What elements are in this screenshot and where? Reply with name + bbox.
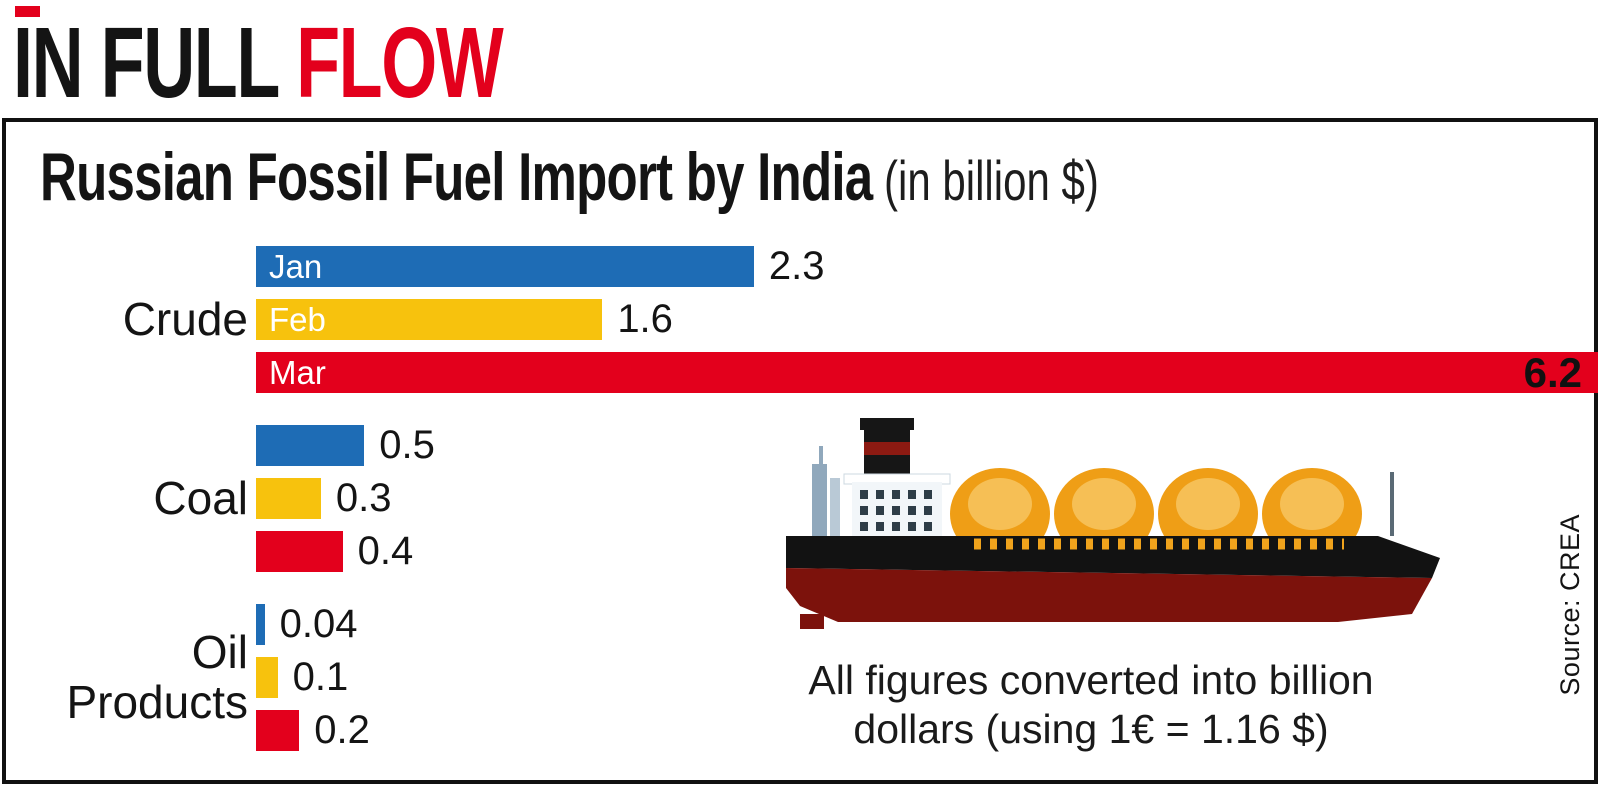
bar-value: 0.2 (314, 708, 370, 752)
category-label: Coal (153, 471, 248, 524)
bar-group-crude: Crude Jan 2.3 Feb 1.6 Mar 6.2 (42, 244, 1598, 396)
headline-black: IN FULL (13, 7, 297, 119)
kicker-accent-mark (15, 6, 40, 17)
bar-group-oil-products: Oil Products 0.04 0.1 0.2 (42, 602, 1598, 752)
bar-jan: Jan (256, 246, 754, 287)
bar-feb (256, 478, 321, 519)
bar-value: 6.2 (1523, 348, 1582, 396)
bar-value: 0.5 (379, 423, 435, 467)
headline-red: FLOW (296, 7, 504, 119)
bar-value: 0.1 (292, 655, 349, 699)
bar-row: 0.2 (256, 708, 1598, 752)
headline: IN FULL FLOW (13, 13, 504, 113)
bar-row: Mar 6.2 (256, 349, 1598, 396)
category-label: Oil Products (66, 625, 248, 728)
bar-jan (256, 604, 265, 645)
bar-value: 0.3 (335, 476, 392, 520)
bar-row: 0.3 (256, 476, 1598, 520)
bar-rows: 0.5 0.3 0.4 (256, 423, 1598, 573)
note-line-1: All figures converted into billion (808, 657, 1374, 703)
bar-feb (256, 657, 278, 698)
bar-value: 0.4 (357, 529, 414, 573)
bar-row: 0.04 (256, 602, 1598, 646)
note-line-2: dollars (using 1€ = 1.16 $) (853, 706, 1329, 753)
bar-row: Feb 1.6 (256, 297, 1598, 341)
chart-title: Russian Fossil Fuel Import by India (40, 139, 873, 215)
bar-row: 0.4 (256, 529, 1598, 573)
bar-feb: Feb (256, 299, 603, 340)
bar-group-coal: Coal 0.5 0.3 0.4 (42, 423, 1598, 573)
bar-chart: Crude Jan 2.3 Feb 1.6 Mar 6.2 Coal 0.5 0.3 0.4 Oil … (42, 244, 1598, 783)
source-credit: Source: CREA (1555, 514, 1585, 696)
bar-row: 0.5 (256, 423, 1598, 467)
bar-mar: Mar 6.2 (256, 349, 1598, 396)
conversion-note: All figures converted into billion dolla… (706, 656, 1476, 754)
bar-value: 2.3 (768, 244, 825, 288)
tanker-ship-icon (786, 418, 1440, 629)
panel-title: Russian Fossil Fuel Import by India (in … (40, 138, 1099, 216)
chart-panel: Russian Fossil Fuel Import by India (in … (2, 118, 1598, 784)
bar-month-label: Jan (269, 248, 323, 285)
bar-value: 1.6 (617, 297, 673, 341)
bar-rows: 0.04 0.1 0.2 (256, 602, 1598, 752)
bar-mar (256, 531, 343, 572)
bar-jan (256, 425, 365, 466)
bar-row: 0.1 (256, 655, 1598, 699)
bar-rows: Jan 2.3 Feb 1.6 Mar 6.2 (256, 244, 1598, 396)
bar-value: 0.04 (279, 602, 358, 646)
bar-month-label: Feb (269, 301, 326, 338)
bar-month-label: Mar (269, 354, 326, 391)
bar-mar (256, 710, 300, 751)
bar-row: Jan 2.3 (256, 244, 1598, 288)
chart-title-suffix: (in billion $) (872, 149, 1099, 212)
category-label: Crude (122, 292, 248, 345)
